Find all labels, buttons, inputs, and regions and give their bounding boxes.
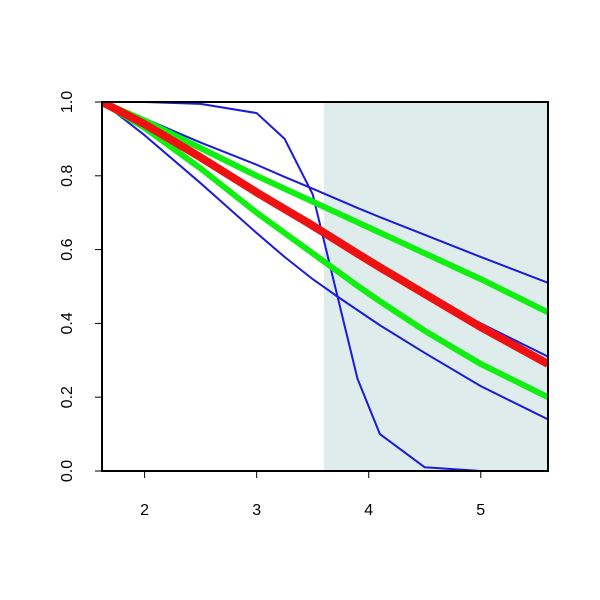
curve (102, 102, 548, 421)
y-tick-label: 0.8 (59, 165, 76, 187)
y-tick-label: 1.0 (59, 91, 76, 113)
curve (102, 102, 548, 471)
y-tick-label: 0.2 (59, 386, 76, 408)
curve (102, 102, 548, 284)
plot-frame (101, 101, 549, 472)
y-tick-label: 0.6 (59, 238, 76, 260)
x-tick-label: 5 (476, 502, 485, 519)
curve (102, 102, 548, 400)
y-tick-label: 0.0 (59, 460, 76, 482)
x-tick-label: 2 (140, 502, 149, 519)
curve (102, 102, 548, 368)
x-tick-label: 4 (364, 502, 373, 519)
y-tick-label: 0.4 (59, 312, 76, 334)
x-tick-label: 3 (252, 502, 261, 519)
curve (102, 102, 548, 316)
